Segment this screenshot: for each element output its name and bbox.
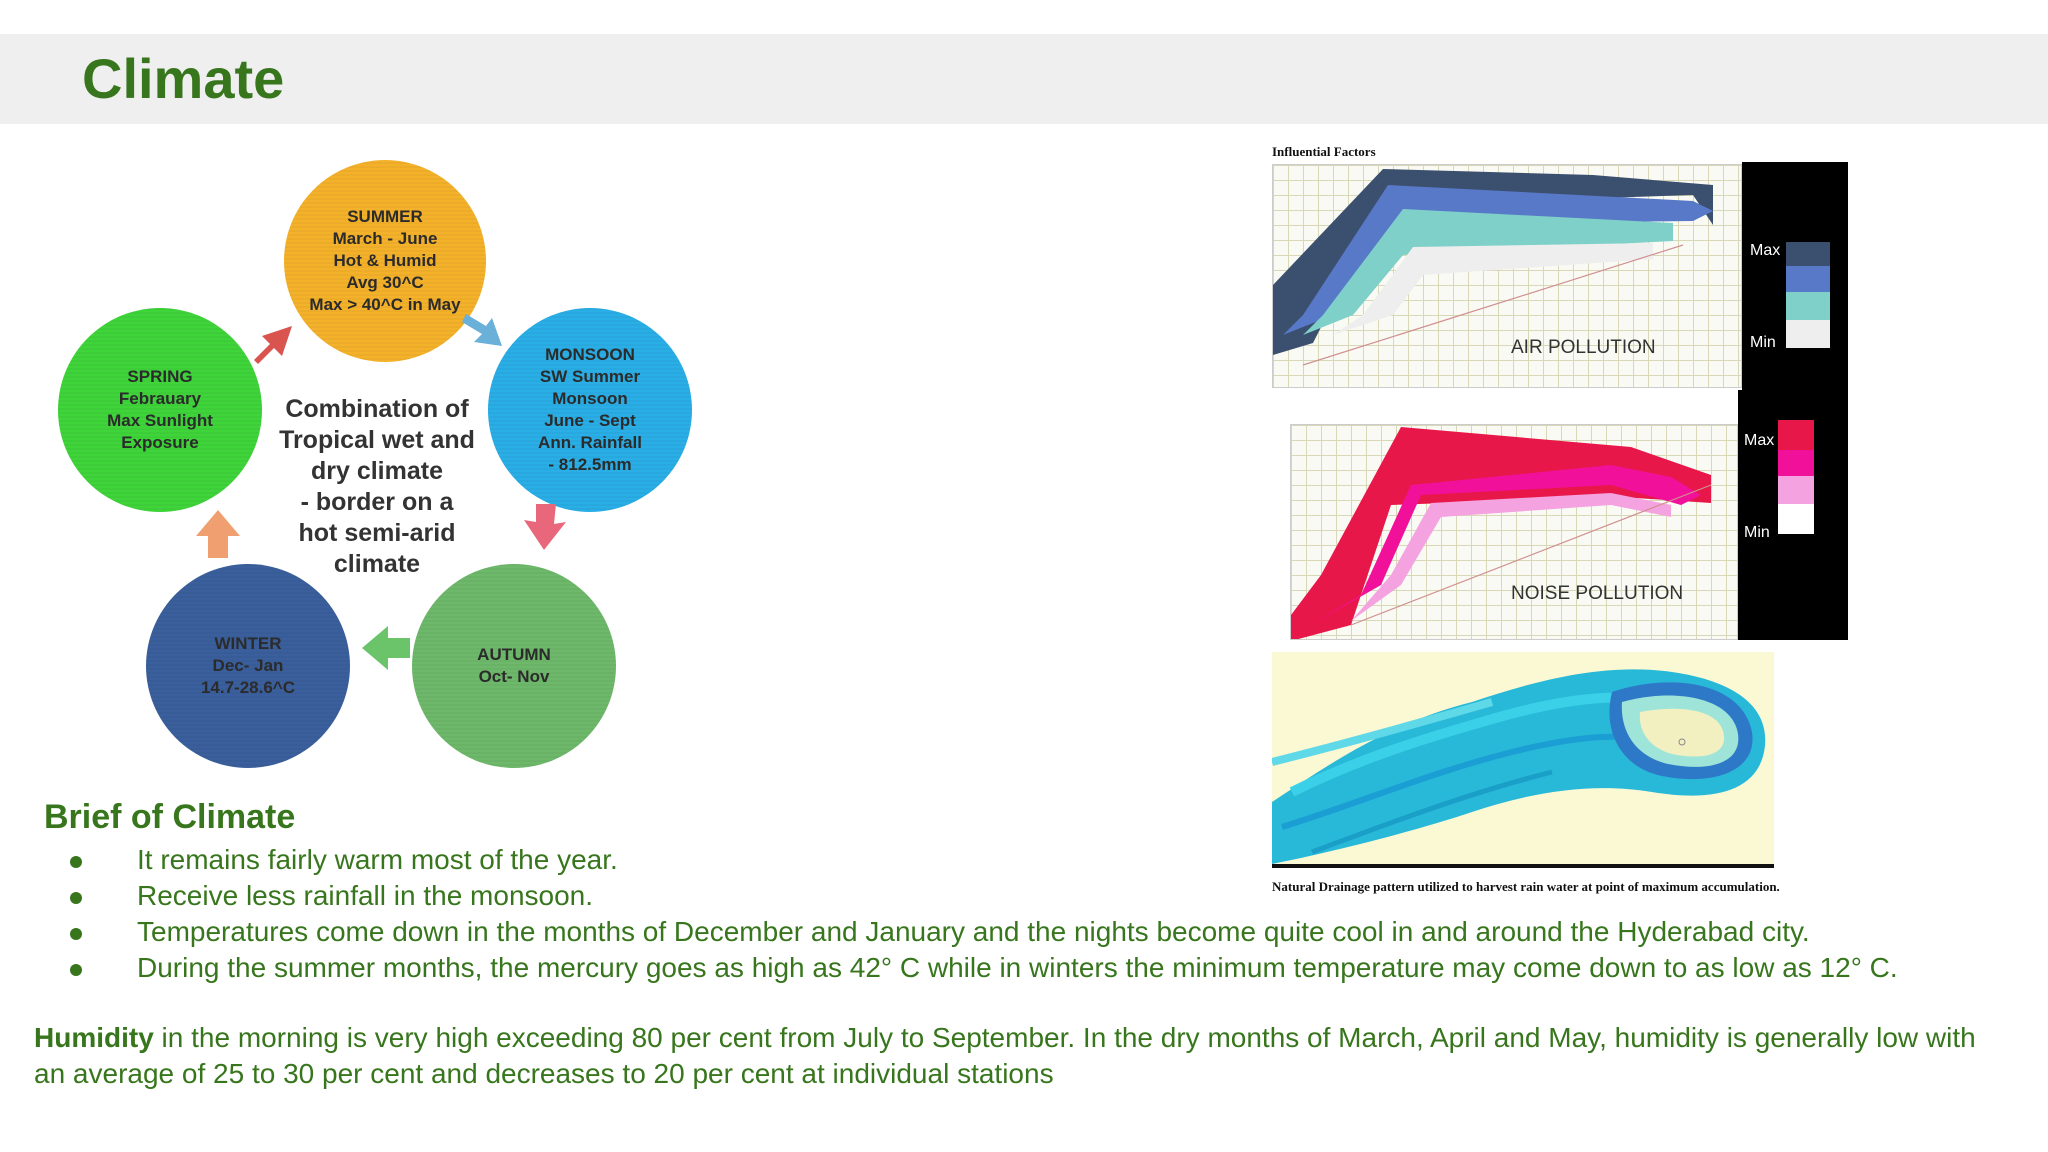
list-item: Receive less rainfall in the monsoon.: [66, 878, 1966, 914]
noise-legend-max: Max: [1744, 432, 1775, 449]
bullet-text: Receive less rainfall in the monsoon.: [137, 880, 594, 911]
air-band-min: [1333, 243, 1653, 335]
air-band-max: [1273, 169, 1713, 355]
season-cycle-diagram: SUMMER March - June Hot & Humid Avg 30^C…: [40, 140, 740, 780]
bullet-icon: [70, 928, 82, 940]
noise-legend: Max Min: [1738, 390, 1848, 640]
noise-band-low: [1351, 493, 1671, 621]
arrow-winter-to-spring-icon: [196, 510, 240, 558]
noise-swatch-2: [1778, 450, 1814, 476]
winter-circle: WINTER Dec- Jan 14.7-28.6^C: [146, 564, 350, 768]
air-swatch-3: [1786, 292, 1830, 320]
bullet-icon: [70, 892, 82, 904]
monsoon-circle: MONSOON SW Summer Monsoon June - Sept An…: [488, 308, 692, 512]
bullet-text: It remains fairly warm most of the year.: [137, 844, 618, 875]
noise-pollution-label: NOISE POLLUTION: [1511, 583, 1684, 604]
arrow-monsoon-to-autumn-icon: [524, 504, 566, 550]
air-legend-min: Min: [1750, 334, 1776, 351]
noise-legend-min: Min: [1744, 524, 1770, 541]
influential-factors-title: Influential Factors: [1272, 144, 1376, 159]
noise-reference-line: [1350, 484, 1712, 626]
arrow-autumn-to-winter-icon: [362, 626, 410, 670]
bullet-icon: [70, 964, 82, 976]
noise-pollution-shape: [1291, 427, 1712, 639]
bullet-text: Temperatures come down in the months of …: [137, 916, 1810, 947]
noise-band-max: [1291, 427, 1711, 639]
bullet-icon: [70, 856, 82, 868]
noise-swatch-1: [1778, 420, 1814, 450]
humidity-paragraph: Humidity in the morning is very high exc…: [34, 1020, 1994, 1092]
slide-title: Climate: [82, 47, 285, 110]
air-swatch-1: [1786, 242, 1830, 266]
drainage-pattern-image: [1272, 652, 1774, 868]
air-pollution-map: AIR POLLUTION: [1272, 164, 1742, 388]
arrow-spring-to-summer-icon: [254, 326, 292, 364]
title-bar: Climate: [0, 34, 2048, 124]
bullet-text: During the summer months, the mercury go…: [137, 952, 1898, 983]
drainage-caption: Natural Drainage pattern utilized to har…: [1272, 879, 1780, 894]
cycle-center-text: Combination of Tropical wet and dry clim…: [279, 395, 475, 578]
noise-pollution-map: NOISE POLLUTION: [1290, 424, 1738, 640]
air-legend-max: Max: [1750, 242, 1781, 259]
brief-heading: Brief of Climate: [44, 798, 296, 836]
air-pollution-shape: [1273, 169, 1713, 366]
air-swatch-4: [1786, 320, 1830, 348]
spring-circle: SPRING Febrauary Max Sunlight Exposure: [58, 308, 262, 512]
noise-swatch-3: [1778, 476, 1814, 504]
summer-circle: SUMMER March - June Hot & Humid Avg 30^C…: [284, 160, 486, 362]
list-item: During the summer months, the mercury go…: [66, 950, 1966, 986]
drainage-illustration: [1272, 669, 1766, 864]
noise-swatch-4: [1778, 504, 1814, 534]
air-legend: Max Min: [1742, 162, 1848, 390]
climate-bullet-list: It remains fairly warm most of the year.…: [66, 842, 1966, 986]
air-swatch-2: [1786, 266, 1830, 292]
air-band-mid: [1303, 209, 1673, 335]
air-pollution-label: AIR POLLUTION: [1511, 337, 1656, 358]
list-item: It remains fairly warm most of the year.: [66, 842, 1966, 878]
noise-band-high: [1311, 465, 1701, 625]
air-reference-line: [1302, 244, 1684, 366]
humidity-label: Humidity: [34, 1022, 154, 1053]
autumn-circle: AUTUMN Oct- Nov: [412, 564, 616, 768]
list-item: Temperatures come down in the months of …: [66, 914, 1966, 950]
arrow-summer-to-monsoon-icon: [462, 314, 502, 346]
humidity-text: in the morning is very high exceeding 80…: [34, 1022, 1976, 1089]
air-band-high: [1283, 185, 1713, 335]
